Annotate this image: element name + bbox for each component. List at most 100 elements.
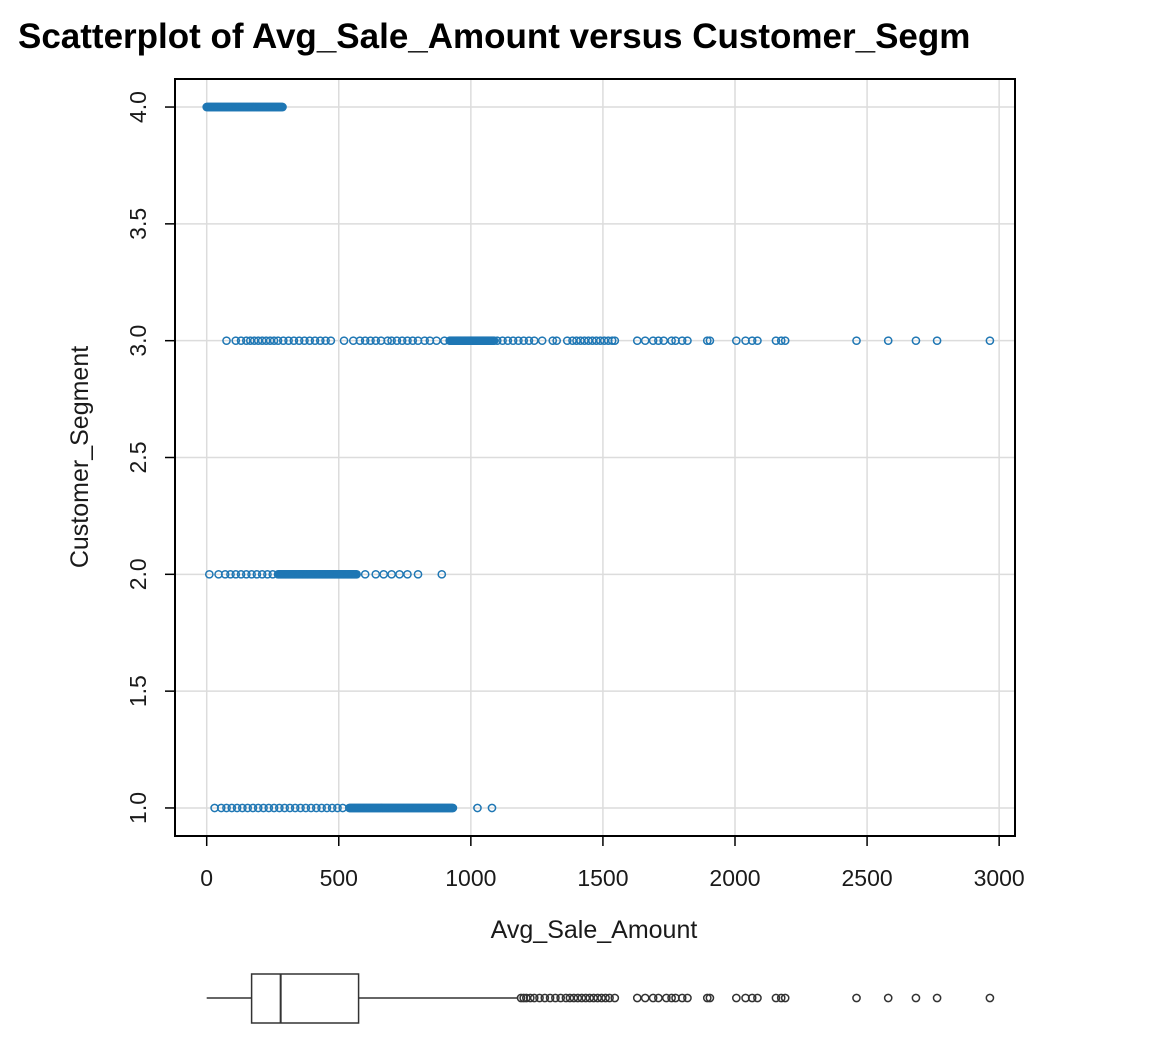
boxplot-box bbox=[250, 973, 360, 1024]
scatter-point bbox=[771, 336, 781, 346]
y-tick-label: 3.0 bbox=[125, 325, 151, 357]
scatter-point bbox=[648, 336, 658, 346]
scatter-point bbox=[284, 336, 293, 346]
scatter-point bbox=[677, 336, 687, 346]
y-axis-label: Customer_Segment bbox=[66, 346, 94, 568]
boxplot-outlier bbox=[705, 993, 715, 1003]
boxplot-outlier bbox=[516, 993, 526, 1003]
scatter-point bbox=[932, 336, 942, 346]
scatter-point bbox=[705, 336, 715, 346]
boxplot-outlier bbox=[610, 993, 620, 1003]
boxplot-outlier bbox=[640, 993, 650, 1003]
y-axis: 1.0 1.5 2.0 2.5 3.0 3.5 4.0 bbox=[125, 91, 175, 824]
scatter-point bbox=[667, 336, 676, 346]
y-tick-label: 3.5 bbox=[125, 208, 151, 240]
scatter-point bbox=[548, 336, 558, 346]
boxplot-outlier bbox=[753, 993, 762, 1003]
marginal-boxplot bbox=[206, 973, 995, 1024]
scatter-point bbox=[257, 569, 267, 579]
scatter-point bbox=[392, 336, 402, 346]
scatter-point bbox=[524, 336, 534, 346]
boxplot-outlier bbox=[985, 993, 995, 1003]
boxplot-outlier bbox=[702, 993, 712, 1003]
scatter-point bbox=[403, 569, 412, 579]
scatter-point bbox=[552, 336, 562, 346]
scatter-point bbox=[290, 803, 300, 813]
scatter-point bbox=[278, 102, 287, 112]
scatter-point bbox=[305, 336, 315, 346]
boxplot-outlier bbox=[883, 993, 893, 1003]
scatter-point bbox=[317, 803, 326, 813]
boxplot-outlier bbox=[661, 993, 671, 1003]
x-axis-label: Avg_Sale_Amount bbox=[491, 916, 698, 944]
scatter-point bbox=[289, 336, 299, 346]
scatter-point bbox=[753, 336, 762, 346]
scatter-point bbox=[269, 336, 279, 346]
scatter-point bbox=[300, 336, 309, 346]
boxplot-outlier bbox=[556, 993, 566, 1003]
scatter-point bbox=[420, 336, 429, 346]
scatter-point bbox=[397, 336, 407, 346]
x-tick-label: 1500 bbox=[577, 865, 628, 891]
boxplot-outlier bbox=[648, 993, 658, 1003]
scatter-point bbox=[222, 803, 231, 813]
scatter-row-1 bbox=[210, 803, 497, 813]
scatter-point bbox=[296, 803, 305, 813]
scatter-point bbox=[232, 803, 242, 813]
scatter-point bbox=[327, 803, 337, 813]
boxplot-outlier bbox=[525, 993, 535, 1003]
scatter-point bbox=[248, 803, 258, 813]
x-tick-label: 500 bbox=[320, 865, 358, 891]
boxplot-outlier bbox=[605, 993, 614, 1003]
scatter-point bbox=[285, 803, 295, 813]
scatter-point bbox=[387, 336, 396, 346]
scatter-point bbox=[247, 569, 256, 579]
scatter-point bbox=[241, 569, 251, 579]
boxplot-outlier bbox=[545, 993, 555, 1003]
scatter-point bbox=[371, 336, 381, 346]
scatter-point bbox=[333, 803, 342, 813]
scatter-point bbox=[437, 569, 447, 579]
scatter-points bbox=[202, 102, 995, 813]
scatter-point bbox=[683, 336, 692, 346]
scatter-point bbox=[355, 336, 365, 346]
x-axis: 0 500 1000 1500 2000 2500 3000 bbox=[200, 836, 1025, 891]
y-tick-label: 4.0 bbox=[125, 91, 151, 123]
chart-title: Scatterplot of Avg_Sale_Amount versus Cu… bbox=[18, 17, 970, 56]
boxplot-outlier bbox=[771, 993, 781, 1003]
scatter-point bbox=[268, 569, 278, 579]
boxplot-outlier bbox=[731, 993, 741, 1003]
scatter-point bbox=[776, 336, 786, 346]
boxplot-outlier bbox=[667, 993, 676, 1003]
boxplot-outlier bbox=[654, 993, 663, 1003]
scatter-row-2 bbox=[204, 569, 447, 579]
scatter-point bbox=[537, 336, 547, 346]
scatter-point bbox=[273, 336, 283, 346]
boxplot-outlier bbox=[911, 993, 921, 1003]
scatter-point bbox=[227, 803, 237, 813]
y-tick-label: 1.0 bbox=[125, 792, 151, 824]
scatter-point bbox=[514, 336, 523, 346]
scatter-point bbox=[413, 569, 423, 579]
scatter-point bbox=[702, 336, 712, 346]
boxplot-outlier bbox=[535, 993, 544, 1003]
boxplot-outlier bbox=[747, 993, 757, 1003]
scatter-point bbox=[243, 803, 252, 813]
boxplot-outlier bbox=[780, 993, 790, 1003]
scatter-row-4 bbox=[202, 102, 287, 112]
scatter-point bbox=[315, 336, 325, 346]
scatter-point bbox=[519, 336, 529, 346]
scatter-point bbox=[339, 336, 349, 346]
scatter-point bbox=[220, 569, 230, 579]
scatter-point bbox=[448, 803, 458, 813]
scatter-point bbox=[498, 336, 507, 346]
scatter-point bbox=[236, 569, 246, 579]
scatter-point bbox=[473, 803, 482, 813]
x-tick-label: 3000 bbox=[974, 865, 1025, 891]
scatter-point bbox=[280, 803, 289, 813]
scatter-point bbox=[238, 803, 247, 813]
scatter-point bbox=[654, 336, 663, 346]
y-tick-label: 1.5 bbox=[125, 675, 151, 707]
scatter-point bbox=[360, 336, 370, 346]
